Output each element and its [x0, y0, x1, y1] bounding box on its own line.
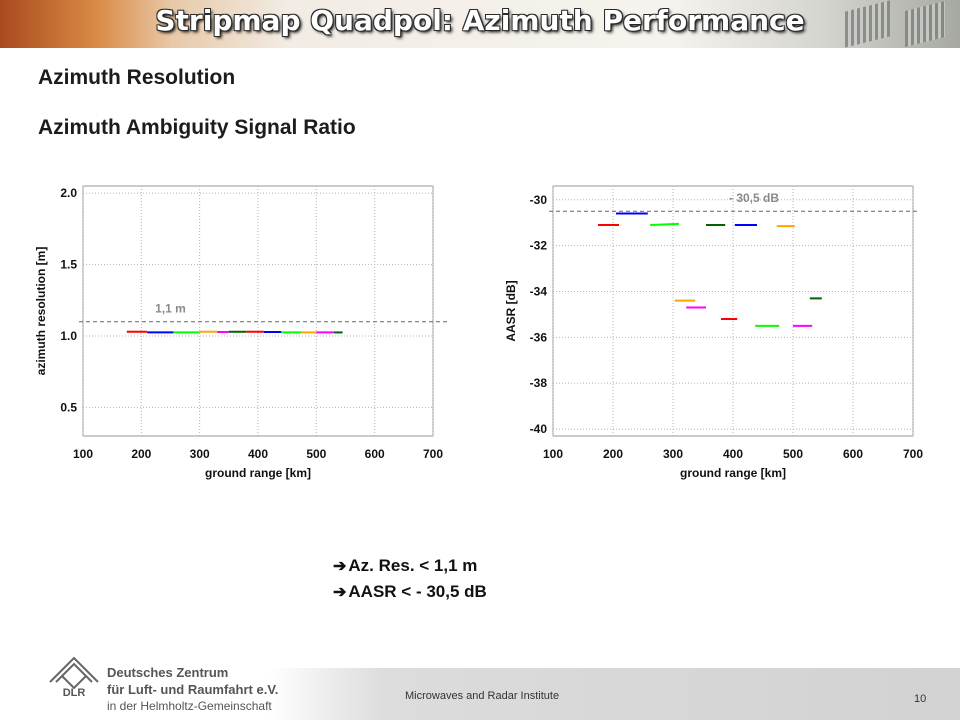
- azimuth-resolution-chart: 100 200 300 400 500 600 700 0.5 1.0 1.5 2.0 ground …: [34, 185, 450, 480]
- threshold-label: - 30,5 dB: [729, 191, 779, 205]
- y-tick-label: 1.0: [60, 329, 77, 343]
- bullet-aasr-text: AASR < - 30,5 dB: [348, 582, 487, 601]
- plot-frame: [82, 185, 434, 437]
- x-tick-label: 400: [248, 447, 268, 461]
- aasr-chart: 100 200 300 400 500 600 700 -40 -38 -36 -34 -32 -30 g…: [504, 185, 923, 480]
- y-tick-label: -32: [530, 239, 548, 253]
- y-tick-label: -34: [530, 285, 548, 299]
- x-tick-label: 700: [903, 447, 923, 461]
- x-axis-label: ground range [km]: [680, 466, 786, 480]
- y-axis-label: AASR [dB]: [504, 280, 518, 341]
- y-axis-label: azimuth resolution [m]: [34, 247, 48, 376]
- y-tick-label: 1.5: [60, 258, 77, 272]
- x-tick-label: 100: [543, 447, 563, 461]
- threshold-label: 1,1 m: [155, 302, 186, 316]
- arrow-right-icon: ➔: [333, 558, 347, 575]
- x-tick-label: 100: [73, 447, 93, 461]
- footer-institute: Microwaves and Radar Institute: [405, 690, 560, 702]
- x-tick-label: 200: [603, 447, 623, 461]
- x-tick-label: 600: [843, 447, 863, 461]
- title-banner: Stripmap Quadpol: Azimuth Performance: [0, 0, 960, 48]
- dlr-logo-label: DLR: [63, 687, 86, 698]
- footer-bar: [0, 668, 960, 720]
- page-number: 10: [914, 693, 927, 705]
- x-tick-label: 200: [131, 447, 151, 461]
- x-tick-label: 500: [783, 447, 803, 461]
- logo-line-3: in der Helmholtz-Gemeinschaft: [107, 699, 272, 713]
- bullet-aasr: ➔ AASR < - 30,5 dB: [333, 582, 487, 602]
- y-tick-label: 2.0: [60, 186, 77, 200]
- bullet-resolution: ➔ Az. Res. < 1,1 m: [333, 556, 477, 576]
- logo-line-1: Deutsches Zentrum: [107, 665, 229, 680]
- y-tick-label: -40: [530, 422, 548, 436]
- x-tick-label: 300: [190, 447, 210, 461]
- slide-title: Stripmap Quadpol: Azimuth Performance: [155, 4, 805, 37]
- arrow-right-icon: ➔: [333, 584, 347, 601]
- y-tick-label: 0.5: [60, 400, 77, 414]
- x-tick-label: 700: [423, 447, 443, 461]
- dlr-logo-icon: DLR: [49, 656, 99, 698]
- x-tick-label: 300: [663, 447, 683, 461]
- y-tick-label: -38: [530, 376, 548, 390]
- heading-aasr: Azimuth Ambiguity Signal Ratio: [38, 116, 356, 139]
- heading-azimuth-resolution: Azimuth Resolution: [38, 66, 236, 89]
- y-tick-label: -30: [530, 193, 548, 207]
- plot-frame: [552, 185, 914, 437]
- series-line: [650, 222, 680, 226]
- x-tick-label: 400: [723, 447, 743, 461]
- logo-line-2: für Luft- und Raumfahrt e.V.: [107, 682, 279, 697]
- y-tick-label: -36: [530, 330, 548, 344]
- x-axis-label: ground range [km]: [205, 466, 311, 480]
- bullet-resolution-text: Az. Res. < 1,1 m: [348, 556, 478, 575]
- x-tick-label: 600: [365, 447, 385, 461]
- x-tick-label: 500: [306, 447, 326, 461]
